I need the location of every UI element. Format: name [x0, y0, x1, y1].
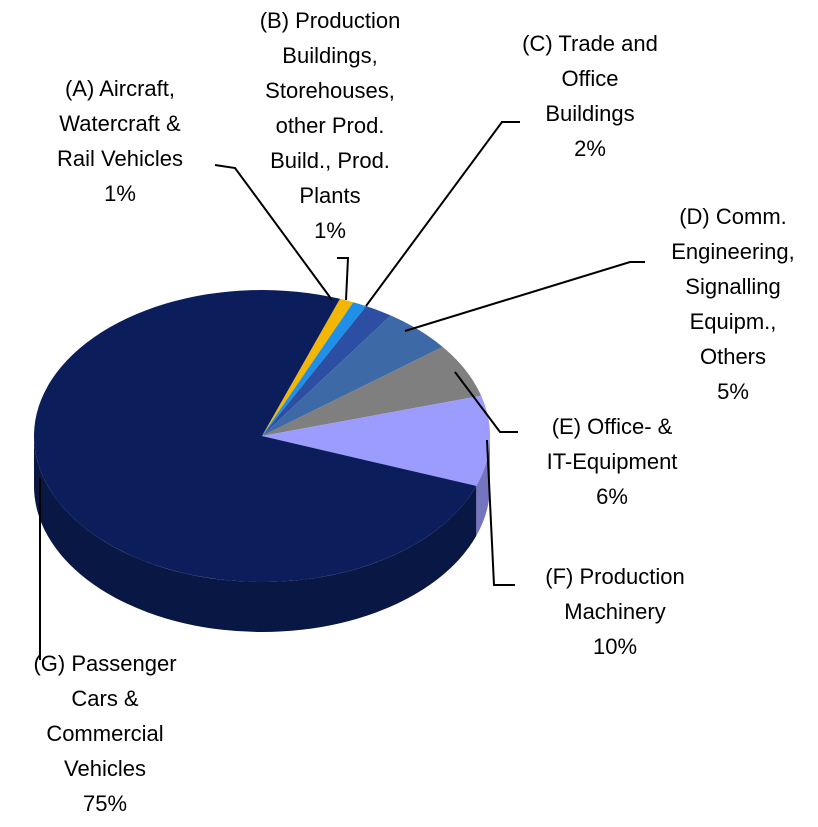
value-label: 75% [83, 791, 127, 816]
pie-side [33, 436, 477, 632]
leader-line [214, 164, 333, 301]
slice-label: (G) Passenger Cars & Commercial Vehicles [33, 651, 176, 781]
pie-slice [262, 298, 354, 436]
pie-side [476, 436, 490, 536]
value-label: 1% [314, 218, 346, 243]
pie-slice [262, 306, 391, 436]
value-label: 1% [104, 181, 136, 206]
pie-slice [262, 346, 482, 436]
pie-slice [33, 290, 477, 582]
value-label: 5% [717, 379, 749, 404]
slice-label: (A) Aircraft, Watercraft & Rail Vehicles [57, 76, 183, 171]
value-label: 2% [574, 136, 606, 161]
slice-label: (C) Trade and Office Buildings [522, 31, 658, 126]
pie-slice [262, 302, 367, 436]
slice-label: (D) Comm. Engineering, Signalling Equipm., O… [671, 204, 795, 369]
leader-line [365, 121, 520, 307]
pie-slice [262, 315, 443, 436]
pie-slice [262, 395, 490, 486]
leader-line [486, 439, 515, 586]
value-label: 10% [593, 634, 637, 659]
leader-line [337, 257, 350, 301]
slice-label: (E) Office- & IT-Equipment [547, 414, 678, 474]
value-label: 6% [596, 484, 628, 509]
slice-label: (B) Production Buildings, Storehouses, othe… [260, 8, 401, 208]
leader-line [454, 371, 518, 433]
slice-label: (F) Production Machinery [545, 564, 684, 624]
leader-line [404, 261, 645, 332]
